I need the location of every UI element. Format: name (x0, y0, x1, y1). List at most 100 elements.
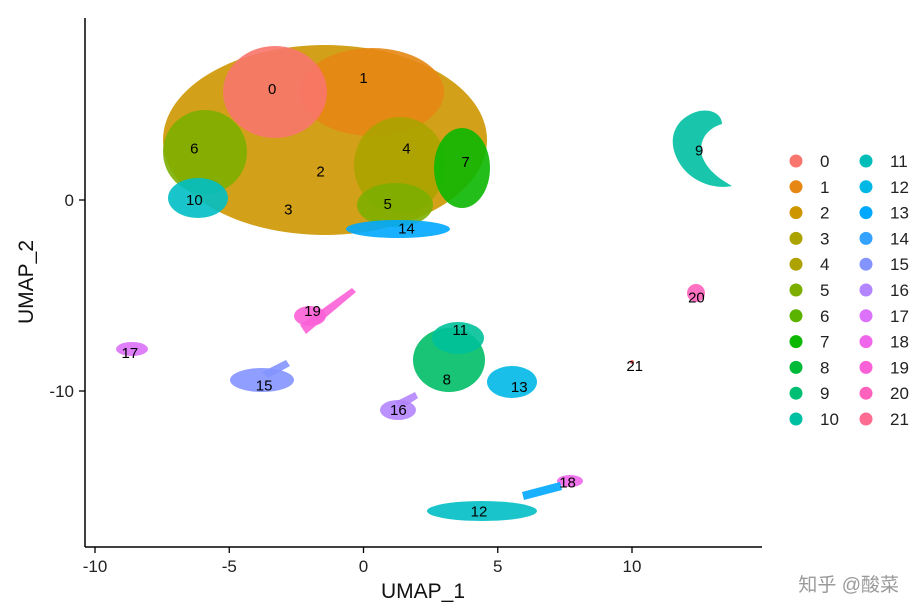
y-tick-label: 0 (65, 191, 74, 210)
point-cloud-15 (116, 342, 148, 356)
legend-key-18 (859, 335, 873, 349)
cluster-label-7: 7 (461, 154, 469, 171)
point-cloud-17 (687, 284, 705, 302)
legend-key-21 (859, 412, 873, 426)
cluster-label-8: 8 (443, 372, 451, 389)
legend-key-8 (789, 360, 803, 374)
legend-label-12: 12 (890, 178, 909, 197)
x-tick-label: -10 (83, 557, 108, 576)
x-tick-label: -5 (222, 557, 237, 576)
axis-ticks: -10 -5 0 5 10 -10 0 (49, 191, 641, 576)
legend-key-3 (789, 231, 803, 245)
legend-key-11 (859, 154, 873, 168)
legend-label-1: 1 (820, 178, 829, 197)
legend-key-0 (789, 154, 803, 168)
legend-label-3: 3 (820, 229, 829, 248)
watermark: 知乎 @酸菜 (798, 575, 899, 596)
point-cloud-2 (223, 46, 327, 138)
axes (84, 18, 762, 548)
legend-key-9 (789, 386, 803, 400)
point-cloud-21 (630, 360, 634, 364)
legend-label-14: 14 (890, 229, 909, 248)
point-cloud-19 (672, 110, 732, 187)
legend-label-13: 13 (890, 204, 909, 223)
legend-key-20 (859, 386, 873, 400)
y-axis-title: UMAP_2 (15, 240, 38, 324)
point-cloud-1 (300, 48, 444, 136)
legend-label-11: 11 (890, 152, 908, 171)
x-tick-label: 0 (359, 557, 368, 576)
cluster-label-16: 16 (390, 402, 407, 419)
point-cloud-13 (230, 368, 294, 392)
y-tick-label: -10 (49, 382, 74, 401)
cluster-label-1: 1 (359, 70, 367, 87)
point-cloud-8 (346, 220, 450, 238)
legend-label-15: 15 (890, 255, 909, 274)
cluster-label-14: 14 (398, 221, 415, 238)
cluster-label-15: 15 (256, 377, 273, 394)
point-cloud-6 (434, 128, 490, 208)
legend-label-4: 4 (820, 255, 829, 274)
legend-label-20: 20 (890, 384, 909, 403)
cluster-label-18: 18 (559, 475, 576, 492)
point-cloud-21 (300, 288, 356, 334)
legend-label-7: 7 (820, 333, 829, 352)
point-cloud-4 (168, 178, 228, 218)
cluster-label-2: 2 (316, 163, 324, 180)
cluster-point-clouds (116, 45, 732, 521)
legend-key-13 (859, 206, 873, 220)
point-cloud-20 (522, 482, 562, 500)
point-cloud-16 (557, 475, 583, 487)
legend-key-5 (789, 283, 803, 297)
legend-key-17 (859, 309, 873, 323)
legend-label-2: 2 (820, 204, 829, 223)
legend-key-6 (789, 309, 803, 323)
legend-label-19: 19 (890, 358, 909, 377)
cluster-label-17: 17 (122, 345, 139, 362)
legend-label-9: 9 (820, 384, 829, 403)
legend-key-4 (789, 257, 803, 271)
point-cloud-7 (357, 183, 433, 227)
cluster-label-21: 21 (626, 358, 643, 375)
cluster-label-5: 5 (383, 196, 391, 213)
cluster-label-11: 11 (452, 322, 468, 339)
cluster-label-13: 13 (511, 379, 528, 396)
point-cloud-10 (432, 322, 484, 354)
cluster-label-9: 9 (695, 142, 703, 159)
x-tick-label: 10 (623, 557, 642, 576)
legend-key-14 (859, 231, 873, 245)
legend-label-8: 8 (820, 358, 829, 377)
cluster-label-3: 3 (284, 202, 292, 219)
legend-label-17: 17 (890, 307, 909, 326)
legend-key-7 (789, 335, 803, 349)
legend-label-0: 0 (820, 152, 829, 171)
point-cloud-3 (163, 110, 247, 194)
cluster-label-4: 4 (402, 140, 410, 157)
cluster-label-12: 12 (471, 503, 488, 520)
cluster-label-6: 6 (190, 140, 198, 157)
legend-key-15 (859, 257, 873, 271)
cluster-label-0: 0 (268, 81, 276, 98)
legend-key-12 (859, 180, 873, 194)
x-tick-label: 5 (493, 557, 502, 576)
point-cloud-22 (262, 360, 290, 378)
legend-key-1 (789, 180, 803, 194)
legend-label-21: 21 (890, 410, 909, 429)
point-cloud-11 (487, 366, 537, 398)
legend-key-16 (859, 283, 873, 297)
x-axis-title: UMAP_1 (381, 580, 465, 603)
cluster-label-10: 10 (186, 192, 203, 209)
cluster-label-20: 20 (688, 289, 705, 306)
legend-key-10 (789, 412, 803, 426)
legend-key-19 (859, 360, 873, 374)
legend-label-18: 18 (890, 333, 909, 352)
legend-label-16: 16 (890, 281, 909, 300)
legend-label-5: 5 (820, 281, 829, 300)
cluster-label-19: 19 (304, 303, 321, 320)
legend-label-6: 6 (820, 307, 829, 326)
point-cloud-23 (395, 392, 418, 410)
point-cloud-12 (427, 501, 537, 521)
